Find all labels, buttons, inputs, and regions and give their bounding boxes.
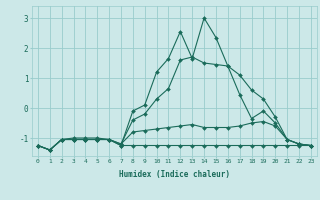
X-axis label: Humidex (Indice chaleur): Humidex (Indice chaleur) (119, 170, 230, 179)
